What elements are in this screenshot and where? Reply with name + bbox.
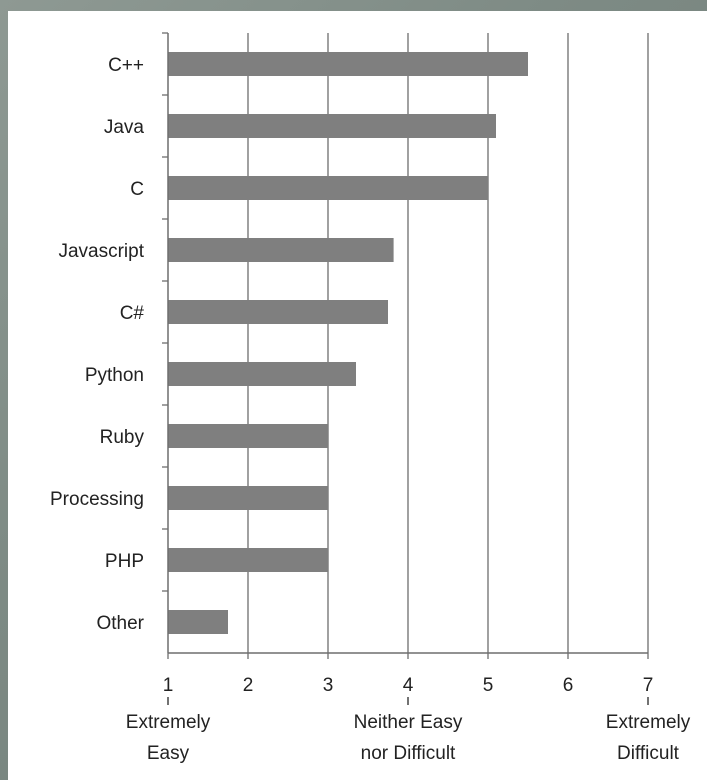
category-label-processing: Processing xyxy=(50,489,144,510)
annotation-label: Extremely xyxy=(126,712,211,733)
bar-python xyxy=(168,362,356,386)
scale-annotations: Extremely Easy Neither Easy nor Difficult Ex… xyxy=(126,697,691,764)
bar-c xyxy=(168,176,488,200)
category-label-javascript: Javascript xyxy=(58,241,144,262)
category-label-c-: C# xyxy=(120,303,145,324)
bar-c- xyxy=(168,52,528,76)
category-label-java: Java xyxy=(104,117,145,138)
x-tick-label-7: 7 xyxy=(643,675,654,696)
annotation-label: Difficult xyxy=(617,743,680,764)
bar-c- xyxy=(168,300,388,324)
category-label-other: Other xyxy=(96,613,144,634)
category-label-python: Python xyxy=(85,365,144,386)
category-label-c-: C++ xyxy=(108,55,144,76)
x-tick-label-1: 1 xyxy=(163,675,174,696)
bar-other xyxy=(168,610,228,634)
x-tick-label-6: 6 xyxy=(563,675,574,696)
bar-ruby xyxy=(168,424,328,448)
axes xyxy=(162,32,649,659)
chart-frame xyxy=(8,11,707,780)
category-label-ruby: Ruby xyxy=(100,427,145,448)
x-tick-label-5: 5 xyxy=(483,675,494,696)
annotation-label: Extremely xyxy=(606,712,691,733)
bar-java xyxy=(168,114,496,138)
annotation-label: Easy xyxy=(147,743,190,764)
x-tick-label-3: 3 xyxy=(323,675,334,696)
x-tick-label-4: 4 xyxy=(403,675,414,696)
x-tick-label-2: 2 xyxy=(243,675,254,696)
annotation-label: Neither Easy xyxy=(354,712,463,733)
bar-processing xyxy=(168,486,328,510)
bar-javascript xyxy=(168,238,394,262)
category-labels: C++ Java C Javascript C# Python Ruby Processing… xyxy=(50,55,145,634)
category-label-c: C xyxy=(130,179,144,200)
category-label-php: PHP xyxy=(105,551,144,572)
bar-php xyxy=(168,548,328,572)
x-tick-labels: 1 2 3 4 5 6 7 xyxy=(163,675,654,696)
bars xyxy=(168,52,528,634)
annotation-label: nor Difficult xyxy=(361,743,456,764)
